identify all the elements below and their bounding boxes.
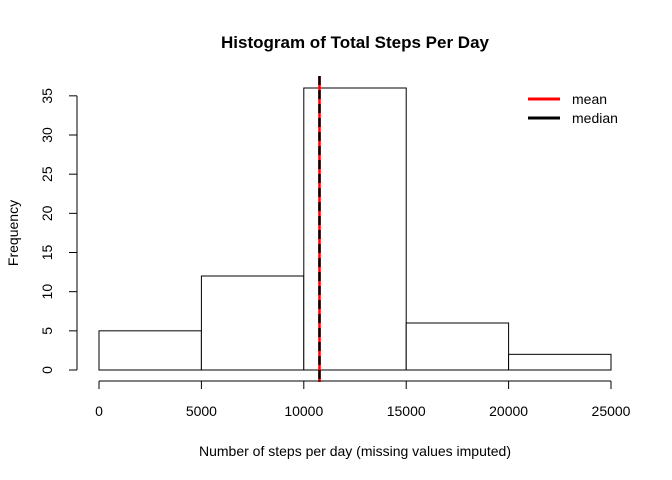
x-axis-label: Number of steps per day (missing values … xyxy=(199,443,511,459)
y-tick-label: 0 xyxy=(39,366,55,374)
x-tick-label: 10000 xyxy=(284,403,323,419)
y-axis: 0 5 10 15 20 25 30 35 xyxy=(39,88,78,374)
histogram-bar-5 xyxy=(508,353,612,371)
y-tick-label: 5 xyxy=(39,327,55,335)
bars-layer xyxy=(98,87,612,371)
y-tick-label: 25 xyxy=(39,166,55,182)
legend: mean median xyxy=(528,91,618,126)
histogram-bar-3 xyxy=(303,87,407,371)
legend-label-median: median xyxy=(572,110,618,126)
histogram-bar-1 xyxy=(98,330,202,371)
y-tick-label: 10 xyxy=(39,284,55,300)
chart-title: Histogram of Total Steps Per Day xyxy=(221,33,490,52)
y-tick-label: 20 xyxy=(39,205,55,221)
legend-label-mean: mean xyxy=(572,91,607,107)
x-tick-label: 25000 xyxy=(592,403,631,419)
x-axis: 0 5000 10000 15000 20000 25000 xyxy=(95,380,631,419)
y-axis-label: Frequency xyxy=(5,200,21,266)
histogram-bar-2 xyxy=(200,275,305,371)
y-tick-label: 30 xyxy=(39,127,55,143)
y-tick-label: 35 xyxy=(39,88,55,104)
x-tick-label: 20000 xyxy=(489,403,528,419)
x-tick-label: 15000 xyxy=(387,403,426,419)
y-tick-label: 15 xyxy=(39,245,55,261)
x-tick-label: 0 xyxy=(95,403,103,419)
x-tick-label: 5000 xyxy=(186,403,217,419)
histogram-bar-4 xyxy=(405,322,510,371)
